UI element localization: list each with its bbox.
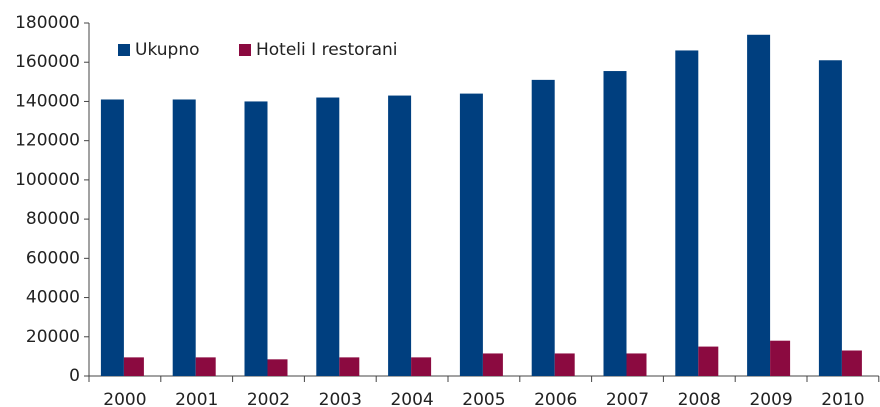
y-tick-label: 120000 <box>15 131 80 151</box>
x-tick-label: 2006 <box>534 390 577 407</box>
x-tick-label: 2005 <box>462 390 505 407</box>
bar <box>818 60 842 377</box>
x-tick-label: 2001 <box>175 390 218 407</box>
bar <box>459 93 483 376</box>
bar <box>626 353 647 376</box>
bar <box>172 99 196 376</box>
bar <box>244 101 268 376</box>
bar <box>770 340 791 376</box>
legend-label: Ukupno <box>135 40 200 60</box>
y-tick-label: 160000 <box>15 52 80 72</box>
bar <box>841 350 862 376</box>
bar <box>554 353 575 376</box>
bar <box>603 71 627 376</box>
y-tick-label: 100000 <box>15 170 80 190</box>
bar <box>698 346 719 376</box>
bar <box>100 99 124 376</box>
x-tick-label: 2000 <box>103 390 146 407</box>
x-tick-label: 2004 <box>390 390 433 407</box>
y-tick-label: 40000 <box>26 288 80 308</box>
x-tick-label: 2009 <box>749 390 792 407</box>
bar <box>267 359 288 376</box>
bar <box>339 357 360 376</box>
x-tick-label: 2007 <box>606 390 649 407</box>
y-tick-label: 0 <box>69 366 80 386</box>
bar <box>388 95 412 377</box>
legend-swatch <box>239 44 251 56</box>
x-tick-label: 2002 <box>247 390 290 407</box>
bar <box>531 79 555 376</box>
y-tick-label: 180000 <box>15 13 80 33</box>
y-tick-label: 140000 <box>15 91 80 111</box>
bar <box>675 50 699 376</box>
x-tick-label: 2003 <box>319 390 362 407</box>
bar <box>195 357 216 376</box>
bar <box>747 34 771 377</box>
bar <box>123 357 144 376</box>
y-tick-label: 80000 <box>26 209 80 229</box>
x-tick-label: 2008 <box>678 390 721 407</box>
y-tick-label: 20000 <box>26 327 80 347</box>
legend-swatch <box>118 44 130 56</box>
bar <box>316 97 340 377</box>
bar <box>482 353 503 376</box>
legend-label: Hoteli I restorani <box>256 40 397 60</box>
x-tick-label: 2010 <box>821 390 864 407</box>
bar <box>411 357 432 376</box>
y-tick-label: 60000 <box>26 248 80 268</box>
